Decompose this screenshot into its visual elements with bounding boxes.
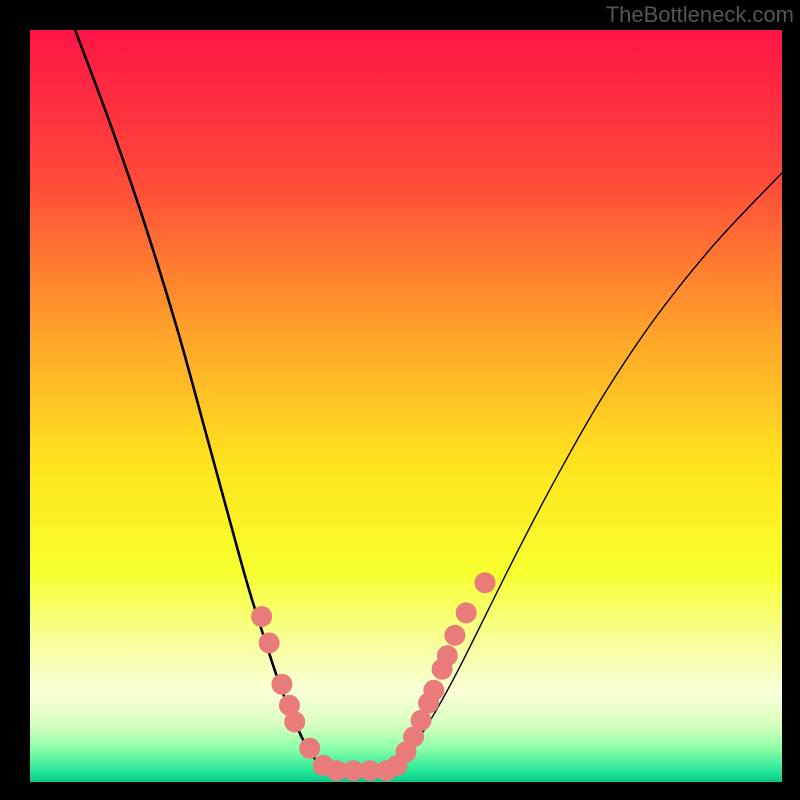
data-marker: [259, 632, 280, 653]
data-marker: [284, 711, 305, 732]
data-marker: [456, 602, 477, 623]
data-marker: [423, 680, 444, 701]
data-marker: [474, 572, 495, 593]
data-marker: [271, 674, 292, 695]
data-marker: [251, 606, 272, 627]
bottleneck-chart: [0, 0, 800, 800]
data-marker: [444, 625, 465, 646]
chart-container: TheBottleneck.com: [0, 0, 800, 800]
plot-background: [30, 30, 782, 782]
watermark-text: TheBottleneck.com: [606, 2, 794, 28]
data-marker: [437, 645, 458, 666]
data-marker: [299, 738, 320, 759]
